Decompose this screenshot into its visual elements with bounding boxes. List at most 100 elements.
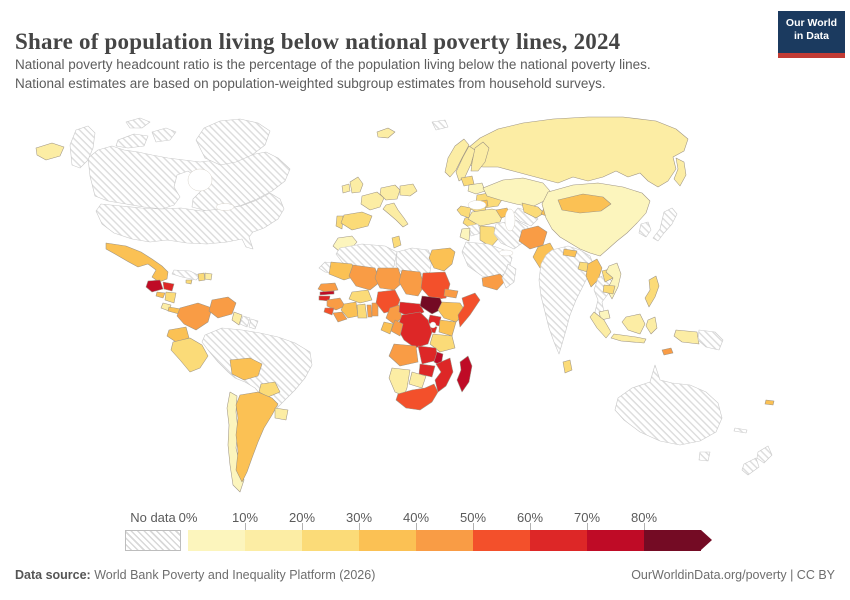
region-drc[interactable]: Democratic Republic of Congo: 60-70% <box>396 311 433 349</box>
region-south-africa[interactable]: South Africa: 50-60% <box>395 383 439 411</box>
region-oman[interactable]: Oman: No data <box>501 263 517 289</box>
region-sri-lanka[interactable]: Sri Lanka: 20-30% <box>562 359 573 374</box>
region-indonesia[interactable]: Indonesia: 10-20% <box>645 316 658 335</box>
region-indonesia[interactable]: Indonesia: 10-20% <box>589 311 612 339</box>
region-new-zealand[interactable]: New Zealand: No data <box>741 457 760 476</box>
region-togo[interactable]: Togo: 40-50% <box>366 304 373 318</box>
region-benin[interactable]: Benin: 40-50% <box>371 302 379 317</box>
region-paraguay[interactable]: Paraguay: 20-30% <box>258 381 281 398</box>
region-mongolia[interactable]: Mongolia: 30-40% <box>557 193 612 214</box>
region-canada[interactable]: Canada: No data <box>115 133 149 149</box>
region-greenland[interactable]: Greenland: No data <box>195 118 271 166</box>
region-guyana[interactable]: Guyana: 10-20% <box>231 311 243 326</box>
region-australia[interactable]: Australia: No data <box>698 451 711 462</box>
region-madagascar[interactable]: Madagascar: 70-80% <box>456 355 473 393</box>
region-eritrea[interactable]: Eritrea: 40-50% <box>443 288 459 299</box>
owid-logo[interactable]: Our World in Data <box>778 11 845 58</box>
region-sudan[interactable]: Sudan: 50-60% <box>420 271 451 301</box>
region-fiji[interactable]: Fiji: 30-40% <box>764 399 775 406</box>
region-indonesia[interactable]: Indonesia: 10-20% <box>621 313 646 335</box>
legend-bin-0-10%[interactable] <box>188 530 245 551</box>
region-el-salvador[interactable]: El Salvador: 30-40% <box>155 291 166 299</box>
region-botswana[interactable]: Botswana: 10-20% <box>408 371 427 389</box>
region-usa[interactable]: United States: No data <box>69 125 96 169</box>
region-mexico[interactable]: Mexico: 30-40% <box>105 242 169 283</box>
legend-bin-60-70%[interactable] <box>530 530 587 551</box>
region-argentina[interactable]: Argentina: 30-40% <box>235 391 279 483</box>
region-jordan[interactable]: Jordan: 0-10% <box>459 227 471 242</box>
region-usa[interactable]: United States: No data <box>95 192 285 250</box>
footer-link[interactable]: OurWorldinData.org/poverty | CC BY <box>631 568 835 582</box>
region-niger[interactable]: Niger: 40-50% <box>374 267 404 291</box>
region-liberia[interactable]: Liberia: 40-50% <box>332 311 348 323</box>
region-jamaica[interactable]: Jamaica: 20-30% <box>185 279 193 285</box>
region-norway[interactable]: Norway: 10-20% <box>444 138 470 178</box>
region-canada[interactable]: Canada: No data <box>151 127 177 143</box>
region-iceland[interactable]: Iceland: 10-20% <box>376 127 396 139</box>
region-france[interactable]: France: 10-20% <box>360 191 385 211</box>
region-guinea[interactable]: Guinea: 40-50% <box>326 297 346 311</box>
region-sierra-leone[interactable]: Sierra Leone: 50-60% <box>323 307 335 316</box>
region-ghana[interactable]: Ghana: 20-30% <box>356 303 368 319</box>
region-cuba[interactable]: Cuba: No data <box>171 269 201 281</box>
region-uzbekistan[interactable]: Uzbekistan: 20-30% <box>521 202 545 219</box>
region-iran[interactable]: Iran: No data <box>493 219 529 250</box>
region-burkina-faso[interactable]: Burkina Faso: 20-30% <box>348 289 373 304</box>
region-somalia[interactable]: Somalia: 50-60% <box>457 292 481 328</box>
region-suriname[interactable]: Suriname: No data <box>239 315 251 328</box>
region-uk[interactable]: United Kingdom: 10-20% <box>349 176 364 194</box>
region-egypt[interactable]: Egypt: 30-40% <box>428 247 456 272</box>
region-ireland[interactable]: Ireland: 10-20% <box>341 183 351 194</box>
region-australia[interactable]: Australia: No data <box>614 364 723 446</box>
region-belarus[interactable]: Belarus: 0-10% <box>467 182 486 195</box>
region-colombia[interactable]: Colombia: 40-50% <box>176 302 213 331</box>
region-new-zealand[interactable]: New Zealand: No data <box>756 445 773 464</box>
region-honduras[interactable]: Honduras: 60-70% <box>162 281 175 292</box>
region-new-caledonia[interactable]: New Caledonia: No data <box>733 427 748 434</box>
region-yemen[interactable]: Yemen: 40-50% <box>481 273 507 291</box>
region-korea[interactable]: South Korea: No data <box>638 221 652 238</box>
region-papua-new-guinea[interactable]: Papua New Guinea: No data <box>697 329 724 351</box>
region-chad[interactable]: Chad: 40-50% <box>398 269 425 297</box>
region-canada[interactable]: Canada: No data <box>87 145 291 212</box>
legend-bin-50-60%[interactable] <box>473 530 530 551</box>
region-tanzania[interactable]: Tanzania: 20-30% <box>429 333 456 353</box>
region-bolivia[interactable]: Bolivia: 30-40% <box>229 357 263 381</box>
region-angola[interactable]: Angola: 40-50% <box>388 343 419 367</box>
region-india[interactable]: India: No data <box>538 245 595 355</box>
legend-bin-20-30%[interactable] <box>302 530 359 551</box>
legend-bin-70-80%[interactable] <box>587 530 644 551</box>
region-balkans[interactable]: Balkans: 20-30% <box>456 205 472 219</box>
region-mali[interactable]: Mali: 40-50% <box>348 264 381 291</box>
region-afghanistan[interactable]: Afghanistan: 40-50% <box>518 225 548 250</box>
region-germany[interactable]: Germany: 10-20% <box>379 184 401 201</box>
region-cameroon[interactable]: Cameroon: 40-50% <box>385 304 403 325</box>
region-canada[interactable]: Canada: No data <box>125 117 151 129</box>
no-data-swatch[interactable] <box>125 530 181 551</box>
region-indonesia[interactable]: Indonesia: 10-20% <box>673 329 700 345</box>
region-guatemala[interactable]: Guatemala: 70-80% <box>145 279 164 293</box>
region-tunisia[interactable]: Tunisia: 20-30% <box>391 235 402 249</box>
region-poland[interactable]: Poland: 10-20% <box>399 183 418 197</box>
region-svalbard[interactable]: Svalbard: No data <box>431 119 449 131</box>
region-french-guiana[interactable]: French Guiana: No data <box>248 318 259 330</box>
region-east-timor[interactable]: Timor-Leste: 40-50% <box>661 347 674 356</box>
region-russia[interactable]: Russia: 10-20% <box>673 157 687 187</box>
region-uruguay[interactable]: Uruguay: 10-20% <box>274 407 289 421</box>
region-japan[interactable]: Japan: No data <box>652 207 678 242</box>
region-dominican-republic[interactable]: Dominican Republic: 10-20% <box>204 272 213 281</box>
region-venezuela[interactable]: Venezuela: 40-50% <box>208 296 237 319</box>
region-gabon[interactable]: Gabon: 30-40% <box>380 321 394 335</box>
region-china[interactable]: China: 0-10% <box>541 182 651 257</box>
region-finland[interactable]: Finland: 10-20% <box>470 141 490 172</box>
region-gambia[interactable]: Gambia: 70-80% <box>319 290 335 296</box>
region-cambodia[interactable]: Cambodia: 20-30% <box>602 284 616 295</box>
region-kenya[interactable]: Kenya: 30-40% <box>438 319 457 337</box>
region-turkey[interactable]: Turkey: 10-20% <box>467 208 505 227</box>
legend-bin-80%+[interactable] <box>644 530 701 551</box>
region-nepal[interactable]: Nepal: 30-40% <box>562 248 578 258</box>
region-indonesia[interactable]: Indonesia: 10-20% <box>610 333 647 344</box>
region-italy[interactable]: Italy: 10-20% <box>382 202 409 228</box>
region-zimbabwe[interactable]: Zimbabwe: 60-70% <box>418 363 436 378</box>
region-senegal[interactable]: Senegal: 40-50% <box>317 282 339 293</box>
